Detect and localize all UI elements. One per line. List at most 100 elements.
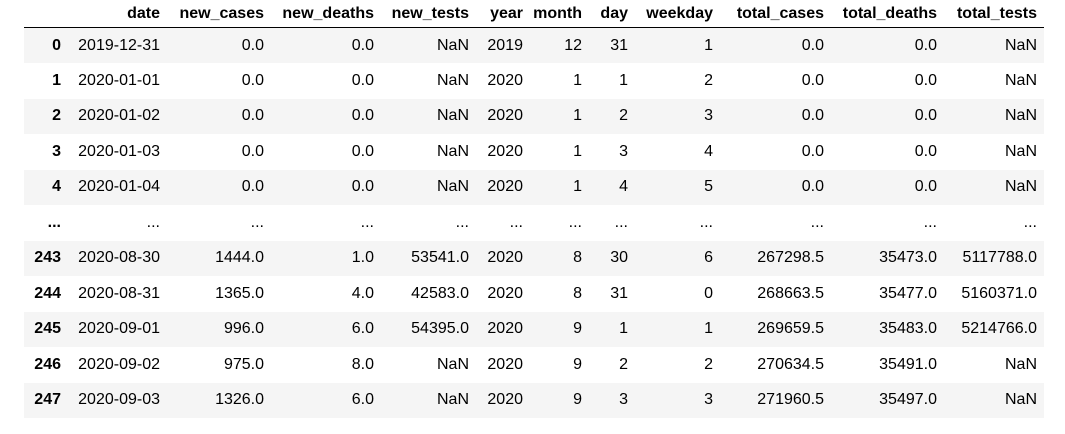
- table-cell: 268663.5: [757, 284, 824, 302]
- table-cell: 2020: [487, 320, 523, 338]
- table-cell: 0: [704, 284, 713, 302]
- table-cell: 0.0: [914, 36, 937, 54]
- table-row: ....................................: [24, 205, 1044, 241]
- table-cell: 0.0: [801, 107, 824, 125]
- table-cell: 2: [704, 355, 713, 373]
- table-cell: 3: [619, 391, 628, 409]
- table-cell: 267298.5: [757, 249, 824, 267]
- table-cell: 0.0: [914, 178, 937, 196]
- table-cell: 0.0: [801, 178, 824, 196]
- table-cell: 8.0: [351, 355, 374, 373]
- table-cell: 4: [619, 178, 628, 196]
- table-cell: 54395.0: [411, 320, 469, 338]
- table-cell: 8: [573, 284, 582, 302]
- row-index: 243: [34, 249, 61, 267]
- table-row: 245 2020-09-01 996.0 6.0 54395.0 2020 9 1 1 26965…: [24, 311, 1044, 347]
- table-row: 0 2019-12-31 0.0 0.0 NaN 2019 12 31 1 0.0 0.0 NaN: [24, 27, 1044, 63]
- table-cell: 1: [619, 320, 628, 338]
- table-cell: 6.0: [351, 391, 374, 409]
- column-header: month: [530, 0, 589, 28]
- table-cell: NaN: [436, 355, 469, 373]
- dataframe-table: date new_cases new_deaths new_tests year mont…: [24, 0, 1044, 418]
- table-cell: 269659.5: [757, 320, 824, 338]
- table-cell: 2020: [487, 178, 523, 196]
- table-cell: 35497.0: [879, 391, 937, 409]
- table-cell: 1: [573, 107, 582, 125]
- table-cell: NaN: [1004, 36, 1037, 54]
- table-cell: 0.0: [351, 178, 374, 196]
- table-cell: 2020-09-02: [78, 355, 160, 373]
- row-index: 247: [34, 391, 61, 409]
- table-cell: 1: [704, 320, 713, 338]
- table-cell: 4: [704, 142, 713, 160]
- table-cell: NaN: [436, 142, 469, 160]
- table-cell: 1.0: [351, 249, 374, 267]
- table-cell: 2020: [487, 284, 523, 302]
- table-row: 244 2020-08-31 1365.0 4.0 42583.0 2020 8 31 0 268…: [24, 276, 1044, 312]
- table-cell: 2020-01-01: [78, 71, 160, 89]
- table-cell: 2020: [487, 142, 523, 160]
- table-cell: NaN: [1004, 107, 1037, 125]
- row-index: 0: [52, 36, 61, 54]
- table-cell: 975.0: [223, 355, 264, 373]
- table-cell: 2020: [487, 107, 523, 125]
- table-cell: 0.0: [914, 142, 937, 160]
- table-cell: ...: [146, 213, 160, 231]
- table-cell: 1: [704, 36, 713, 54]
- table-row: 2 2020-01-02 0.0 0.0 NaN 2020 1 2 3 0.0 0.0 NaN: [24, 98, 1044, 134]
- table-cell: 35473.0: [879, 249, 937, 267]
- table-cell: 2020: [487, 71, 523, 89]
- column-header: new_tests: [381, 0, 476, 28]
- table-cell: 0.0: [351, 107, 374, 125]
- row-index: 245: [34, 320, 61, 338]
- column-header: weekday: [635, 0, 720, 28]
- table-cell: 271960.5: [757, 391, 824, 409]
- table-cell: ...: [568, 213, 582, 231]
- table-cell: 1: [573, 178, 582, 196]
- table-cell: 35483.0: [879, 320, 937, 338]
- table-cell: 2020-01-03: [78, 142, 160, 160]
- table-cell: 2: [619, 107, 628, 125]
- table-cell: 2020: [487, 391, 523, 409]
- table-cell: NaN: [436, 71, 469, 89]
- table-cell: 1: [619, 71, 628, 89]
- table-cell: ...: [455, 213, 469, 231]
- column-header: new_cases: [167, 0, 271, 28]
- table-cell: NaN: [436, 36, 469, 54]
- table-cell: 2020: [487, 355, 523, 373]
- table-cell: 30: [610, 249, 628, 267]
- table-row: 4 2020-01-04 0.0 0.0 NaN 2020 1 4 5 0.0 0.0 NaN: [24, 169, 1044, 205]
- table-cell: NaN: [1004, 71, 1037, 89]
- table-cell: 2020-09-03: [78, 391, 160, 409]
- column-header: new_deaths: [271, 0, 381, 28]
- table-cell: 35491.0: [879, 355, 937, 373]
- table-cell: 5: [704, 178, 713, 196]
- table-cell: 5214766.0: [961, 320, 1037, 338]
- table-cell: 5117788.0: [962, 249, 1037, 267]
- table-row: 3 2020-01-03 0.0 0.0 NaN 2020 1 3 4 0.0 0.0 NaN: [24, 134, 1044, 170]
- table-cell: ...: [1023, 213, 1037, 231]
- row-index: 246: [34, 355, 61, 373]
- row-index: 3: [52, 142, 61, 160]
- table-cell: NaN: [436, 391, 469, 409]
- table-cell: 4.0: [351, 284, 374, 302]
- index-header: [24, 0, 68, 28]
- table-cell: 996.0: [223, 320, 264, 338]
- table-cell: 0.0: [241, 178, 264, 196]
- table-cell: 2019-12-31: [78, 36, 160, 54]
- column-header: total_cases: [720, 0, 831, 28]
- row-index: ...: [47, 213, 61, 231]
- table-cell: 0.0: [801, 142, 824, 160]
- table-cell: 0.0: [241, 142, 264, 160]
- table-cell: NaN: [1004, 355, 1037, 373]
- table-cell: 6.0: [351, 320, 374, 338]
- table-cell: 1444.0: [215, 249, 264, 267]
- table-cell: 270634.5: [757, 355, 824, 373]
- table-cell: 0.0: [914, 107, 937, 125]
- table-cell: NaN: [436, 178, 469, 196]
- column-header: year: [476, 0, 530, 28]
- table-cell: 0.0: [914, 71, 937, 89]
- table-cell: NaN: [436, 107, 469, 125]
- table-cell: 2020-08-30: [78, 249, 160, 267]
